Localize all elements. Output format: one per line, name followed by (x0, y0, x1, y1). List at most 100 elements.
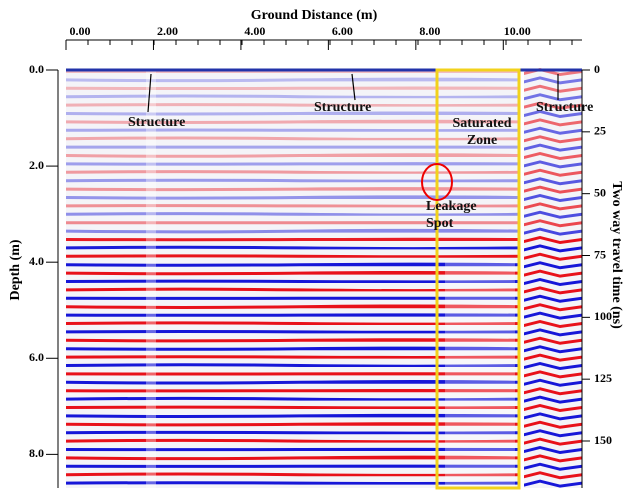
x-tick-label: 8.00 (419, 24, 440, 38)
reflection-band (66, 321, 520, 325)
reflection-band (66, 119, 520, 125)
reflection-band (66, 346, 520, 351)
reflection-band (524, 387, 582, 396)
reflection-band (524, 395, 582, 404)
reflection-band (66, 245, 520, 250)
annotation: Saturated Zone (452, 116, 512, 148)
radargram-image (66, 68, 582, 490)
reflection-band (524, 404, 582, 412)
reflection-band (524, 160, 582, 169)
reflection-band (66, 204, 520, 208)
section-gap (520, 70, 524, 488)
reflection-band (524, 101, 582, 110)
y-tick-label: 8.0 (29, 446, 44, 460)
reflection-band (524, 135, 582, 144)
y-tick-label: 6.0 (29, 350, 44, 364)
x-tick-label: 10.00 (504, 24, 531, 38)
reflection-band (524, 429, 582, 438)
reflection-band (66, 195, 520, 200)
x-tick-label: 2.00 (157, 24, 178, 38)
y2-tick-label: 0 (594, 62, 600, 76)
reflection-band (524, 210, 582, 219)
reflection-band (524, 437, 582, 446)
reflection-band (66, 455, 520, 461)
reflection-band (66, 313, 520, 317)
annotation-arrow (147, 73, 152, 113)
reflection-band (524, 370, 582, 379)
x-tick-label: 4.00 (244, 24, 265, 38)
reflection-band (524, 261, 582, 270)
x-axis-title: Ground Distance (m) (251, 8, 378, 23)
reflection-band (66, 380, 520, 385)
reflection-band (66, 228, 520, 234)
reflection-band (524, 269, 582, 278)
reflection-band (66, 372, 520, 376)
y2-tick-label: 100 (594, 309, 612, 323)
reflection-band (66, 430, 520, 435)
reflection-band (524, 320, 582, 328)
reflection-band (66, 413, 520, 418)
annotation: Structure (128, 115, 186, 130)
reflection-band (524, 219, 582, 228)
noise-column (146, 70, 156, 488)
reflection-band (524, 479, 582, 488)
reflection-band (66, 262, 520, 267)
reflection-band (66, 178, 520, 183)
reflection-band (524, 84, 582, 93)
reflection-band (66, 128, 520, 132)
y-tick-label: 2.0 (29, 158, 44, 172)
reflection-band (524, 454, 582, 463)
reflection-band (524, 143, 582, 152)
y2-tick-label: 25 (594, 124, 606, 138)
reflection-band (66, 170, 520, 174)
reflection-band (524, 185, 582, 194)
reflection-band (66, 279, 520, 283)
reflection-band (524, 303, 582, 312)
reflection-band (66, 254, 520, 258)
reflection-band (66, 221, 520, 225)
reflection-band (66, 145, 520, 149)
reflection-band (524, 294, 582, 303)
reflection-band (524, 362, 582, 370)
annotation: Structure (314, 100, 372, 115)
reflection-band (524, 420, 582, 429)
reflection-band (524, 286, 582, 295)
reflection-band (66, 438, 520, 443)
reflection-band (66, 162, 520, 166)
reflection-band (524, 152, 582, 160)
leakage-spot-marker (421, 163, 453, 201)
reflection-band (524, 252, 582, 261)
y-tick-label: 0.0 (29, 62, 44, 76)
reflection-band (66, 329, 520, 334)
reflection-band (524, 177, 582, 186)
y-axis-title: Depth (m) (8, 239, 23, 300)
y2-tick-label: 75 (594, 247, 606, 261)
reflection-band (66, 389, 520, 393)
reflection-band (66, 422, 520, 427)
reflection-band (524, 194, 582, 202)
reflection-band (66, 447, 520, 452)
reflection-band (66, 481, 520, 485)
reflection-band (524, 446, 582, 454)
reflection-band (66, 103, 520, 107)
reflection-band (66, 86, 520, 91)
reflection-band (524, 471, 582, 480)
reflection-band (66, 472, 520, 477)
reflection-band (524, 202, 582, 211)
reflection-band (524, 412, 582, 421)
annotation: Structure (536, 100, 594, 115)
reflection-band (66, 136, 520, 141)
reflection-band (66, 296, 520, 300)
reflection-band (66, 237, 520, 242)
reflection-band (524, 328, 582, 337)
saturated-zone-box (435, 68, 521, 490)
reflection-band (524, 353, 582, 362)
x-tick-label: 6.00 (332, 24, 353, 38)
x-tick-label: 0.00 (70, 24, 91, 38)
reflection-band (66, 187, 520, 192)
reflection-band (524, 236, 582, 244)
reflection-band (66, 77, 520, 83)
reflection-band (66, 338, 520, 343)
reflection-band (524, 462, 582, 471)
